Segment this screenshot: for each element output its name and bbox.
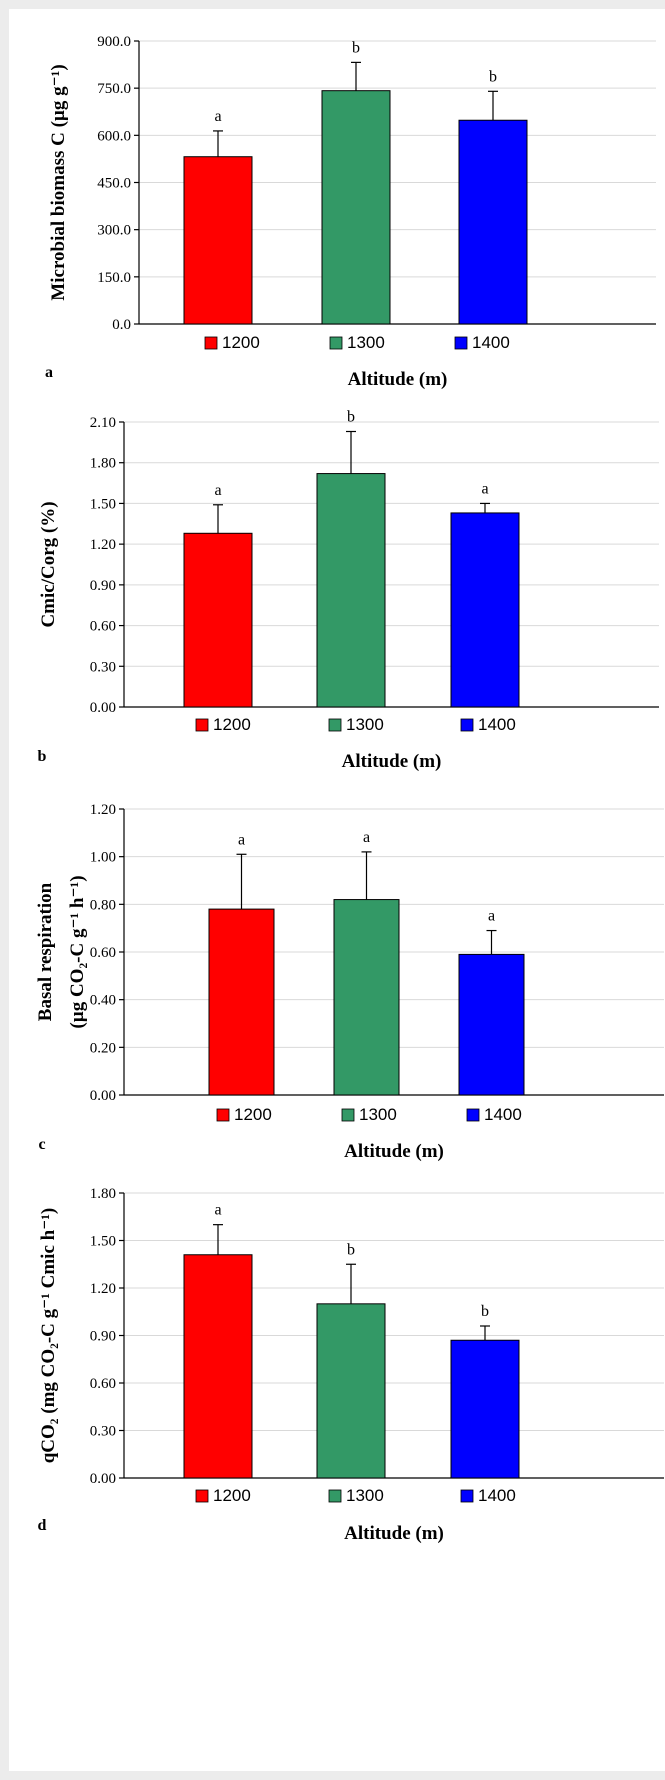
bar-1200 (183, 532, 253, 708)
y-tick-label: 600.0 (97, 128, 131, 144)
legend-label-1200: 1200 (222, 333, 260, 352)
y-tick-label: 1.00 (90, 850, 116, 866)
significance-letter-1300: b (347, 409, 355, 426)
y-tick-label: 0.00 (90, 700, 116, 716)
significance-letter-1400: a (488, 908, 495, 925)
y-tick-label: 0.90 (90, 578, 116, 594)
legend-swatch-1200 (216, 1108, 230, 1122)
y-tick-label: 0.00 (90, 1471, 116, 1487)
legend-label-1300: 1300 (346, 1486, 384, 1505)
legend-label-1400: 1400 (478, 1486, 516, 1505)
chart-panel-d: 0.00 0.30 0.60 0.90 1.20 1.50 1.80 a b b 1200 1300 1… (38, 1186, 664, 1544)
legend-swatch-1300 (328, 1489, 342, 1503)
y-tick-label: 0.60 (90, 945, 116, 961)
figure-svg: 0.0 150.0 300.0 450.0 600.0 750.0 900.0 a b b 1200… (35, 34, 664, 1544)
significance-letter-1300: b (352, 39, 360, 56)
y-tick-label: 0.40 (90, 993, 116, 1009)
y-tick-label: 0.80 (90, 897, 116, 913)
y-tick-label: 150.0 (97, 270, 131, 286)
y-tick-label: 1.20 (90, 1281, 116, 1297)
legend-swatch-1300 (328, 718, 342, 732)
y-tick-label: 750.0 (97, 81, 131, 97)
legend-label-1200: 1200 (213, 715, 251, 734)
legend-swatch-1300 (329, 336, 343, 350)
panel-letter: b (38, 748, 47, 765)
bar-1200 (183, 156, 253, 325)
legend-swatch-1200 (195, 1489, 209, 1503)
significance-letter-1400: b (481, 1303, 489, 1320)
y-tick-label: 900.0 (97, 34, 131, 50)
y-tick-label: 1.80 (90, 1186, 116, 1202)
x-axis-label: Altitude (m) (344, 1141, 444, 1162)
y-axis-label: qCO₂ (mg CO₂-C g⁻¹ Cmic h⁻¹) (38, 1208, 59, 1464)
chart-panel-a: 0.0 150.0 300.0 450.0 600.0 750.0 900.0 a b b 1200… (45, 34, 656, 390)
y-tick-label: 0.30 (90, 659, 116, 675)
y-tick-label: 450.0 (97, 176, 131, 192)
significance-letter-1400: a (481, 480, 488, 497)
legend-swatch-1400 (460, 1489, 474, 1503)
legend-label-1400: 1400 (484, 1105, 522, 1124)
significance-letter-1300: a (363, 829, 370, 846)
chart-panel-b: 0.00 0.30 0.60 0.90 1.20 1.50 1.80 2.10 a b a 1200 1… (38, 409, 659, 772)
bar-1200 (183, 1254, 253, 1479)
bar-1300 (316, 1303, 386, 1479)
legend-label-1300: 1300 (359, 1105, 397, 1124)
y-tick-label: 0.00 (90, 1088, 116, 1104)
y-tick-label: 2.10 (90, 415, 116, 431)
y-tick-label: 0.30 (90, 1424, 116, 1440)
y-tick-label: 0.20 (90, 1040, 116, 1056)
y-tick-label: 1.50 (90, 1234, 116, 1250)
y-tick-label: 0.0 (112, 317, 131, 333)
legend-label-1400: 1400 (478, 715, 516, 734)
y-axis-label-line: (µg CO₂-C g⁻¹ h⁻¹) (67, 875, 88, 1028)
bar-1200 (208, 908, 275, 1096)
significance-letter-1200: a (238, 831, 245, 848)
legend-label-1300: 1300 (346, 715, 384, 734)
x-axis-label: Altitude (m) (348, 369, 448, 390)
legend-label-1200: 1200 (234, 1105, 272, 1124)
significance-letter-1200: a (214, 482, 221, 499)
bar-1300 (333, 899, 400, 1096)
y-tick-label: 1.50 (90, 496, 116, 512)
y-tick-label: 1.20 (90, 537, 116, 553)
bar-1400 (450, 1339, 520, 1479)
significance-letter-1400: b (489, 68, 497, 85)
chart-panel-c: 0.00 0.20 0.40 0.60 0.80 1.00 1.20 a a a 1200 1300 1… (35, 802, 664, 1162)
y-tick-label: 1.80 (90, 456, 116, 472)
panel-letter: a (45, 364, 53, 381)
bar-1300 (321, 90, 391, 325)
bar-1400 (458, 953, 525, 1096)
bar-1300 (316, 473, 386, 708)
legend-swatch-1400 (454, 336, 468, 350)
significance-letter-1200: a (214, 1202, 221, 1219)
y-tick-label: 0.90 (90, 1329, 116, 1345)
y-tick-label: 0.60 (90, 1376, 116, 1392)
legend-label-1200: 1200 (213, 1486, 251, 1505)
bar-1400 (450, 512, 520, 708)
y-tick-label: 1.20 (90, 802, 116, 818)
y-axis-label-line: Basal respiration (35, 882, 56, 1021)
legend-swatch-1400 (460, 718, 474, 732)
y-tick-label: 0.60 (90, 619, 116, 635)
significance-letter-1300: b (347, 1241, 355, 1258)
legend-label-1400: 1400 (472, 333, 510, 352)
y-axis-label: Microbial biomass C (µg g⁻¹) (48, 64, 69, 300)
legend-label-1300: 1300 (347, 333, 385, 352)
x-axis-label: Altitude (m) (342, 751, 442, 772)
legend-swatch-1300 (341, 1108, 355, 1122)
panel-letter: c (38, 1136, 45, 1153)
significance-letter-1200: a (214, 108, 221, 125)
legend-swatch-1400 (466, 1108, 480, 1122)
y-tick-label: 300.0 (97, 223, 131, 239)
panel-letter: d (38, 1517, 47, 1534)
legend-swatch-1200 (195, 718, 209, 732)
y-axis-label: Cmic/Corg (%) (38, 501, 59, 627)
figure: 0.0 150.0 300.0 450.0 600.0 750.0 900.0 a b b 1200… (9, 9, 665, 1771)
legend-swatch-1200 (204, 336, 218, 350)
bar-1400 (458, 119, 528, 325)
x-axis-label: Altitude (m) (344, 1523, 444, 1544)
